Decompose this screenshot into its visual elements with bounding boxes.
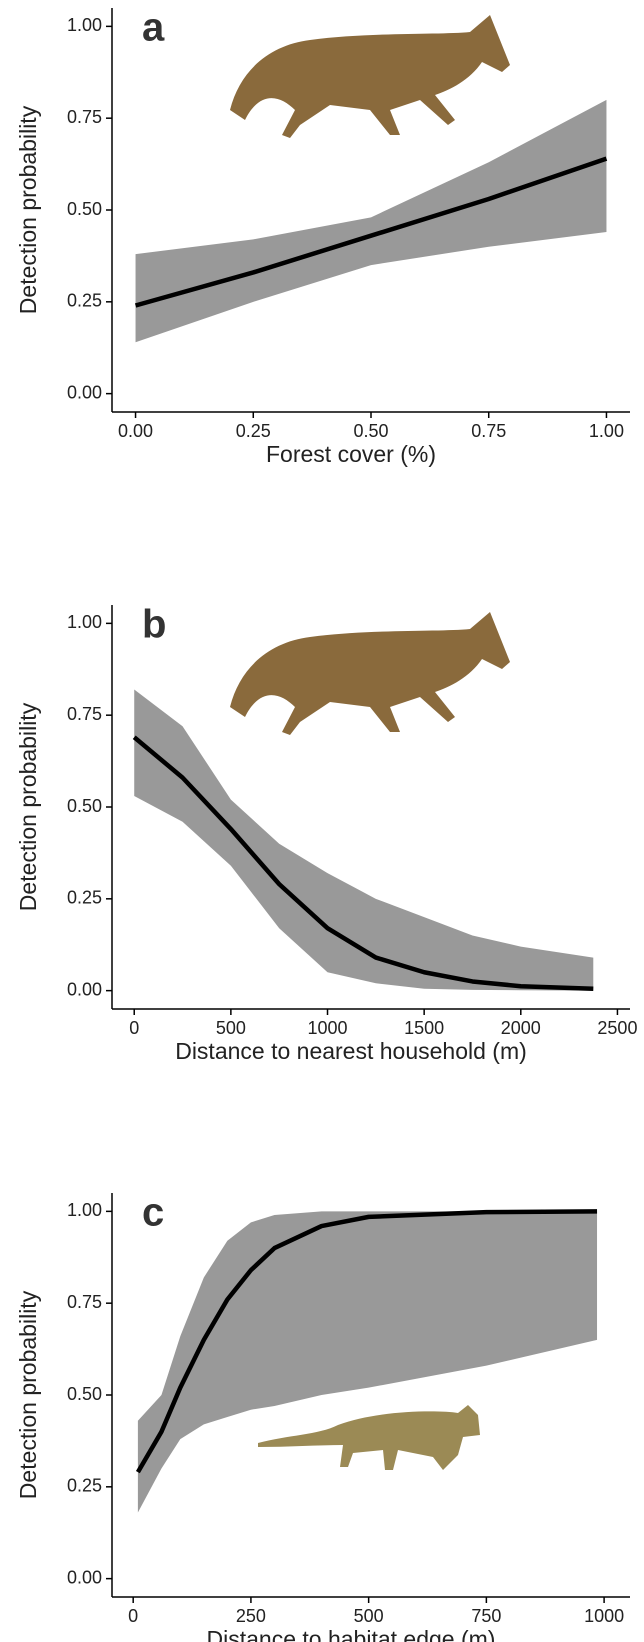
x-tick-label: 0.25 [236, 421, 271, 441]
y-tick-label: 0.50 [67, 796, 102, 816]
x-tick-label: 1.00 [589, 421, 624, 441]
x-tick-label: 0 [129, 1018, 139, 1038]
y-tick-label: 0.50 [67, 199, 102, 219]
x-tick-label: 1500 [404, 1018, 444, 1038]
y-tick-label: 0.00 [67, 382, 102, 402]
y-tick-label: 1.00 [67, 15, 102, 35]
x-tick-label: 2500 [597, 1018, 637, 1038]
x-axis-label: Distance to habitat edge (m) [207, 1626, 496, 1642]
y-tick-label: 1.00 [67, 1200, 102, 1220]
y-tick-label: 0.00 [67, 979, 102, 999]
confidence-band [134, 689, 594, 991]
x-tick-label: 250 [236, 1606, 266, 1626]
y-tick-label: 0.50 [67, 1384, 102, 1404]
x-tick-label: 500 [216, 1018, 246, 1038]
y-tick-label: 0.25 [67, 888, 102, 908]
animal-fox-a [230, 15, 510, 138]
x-tick-label: 0.50 [353, 421, 388, 441]
y-axis-label: Detection probability [15, 1290, 41, 1499]
x-tick-label: 750 [471, 1606, 501, 1626]
x-tick-label: 1000 [584, 1606, 624, 1626]
x-tick-label: 2000 [501, 1018, 541, 1038]
x-tick-label: 0.75 [471, 421, 506, 441]
x-axis-label: Forest cover (%) [266, 441, 436, 467]
y-axis-label: Detection probability [15, 105, 41, 314]
animal-fox-b [230, 612, 510, 735]
y-tick-label: 0.75 [67, 1292, 102, 1312]
x-tick-label: 0.00 [118, 421, 153, 441]
panel: 0.00 0.25 0.50 0.75 1.00 0.00 0.25 0.50 0.75 1.00… [15, 6, 630, 467]
y-tick-label: 0.25 [67, 291, 102, 311]
y-tick-label: 0.75 [67, 107, 102, 127]
x-axis-label: Distance to nearest household (m) [175, 1038, 527, 1064]
x-tick-label: 1000 [307, 1018, 347, 1038]
panel-letter: b [142, 603, 166, 647]
panel-letter: a [142, 6, 165, 50]
confidence-band [137, 1211, 598, 1513]
fitted-line [132, 735, 594, 992]
panel: 0.00 0.25 0.50 0.75 1.00 0 250 500 750 1000 Distan… [15, 1191, 630, 1642]
y-tick-label: 1.00 [67, 612, 102, 632]
confidence-band [135, 99, 607, 343]
y-tick-label: 0.25 [67, 1476, 102, 1496]
y-tick-label: 0.75 [67, 704, 102, 724]
x-tick-label: 0 [128, 1606, 138, 1626]
y-axis-label: Detection probability [15, 702, 41, 911]
panel: 0.00 0.25 0.50 0.75 1.00 0 500 1000 1500 2000 2500… [15, 603, 637, 1065]
x-tick-label: 500 [354, 1606, 384, 1626]
animal-cat-c [258, 1405, 480, 1470]
fitted-line [135, 1209, 598, 1474]
y-tick-label: 0.00 [67, 1567, 102, 1587]
fitted-line [134, 156, 608, 308]
panel-letter: c [142, 1191, 164, 1235]
